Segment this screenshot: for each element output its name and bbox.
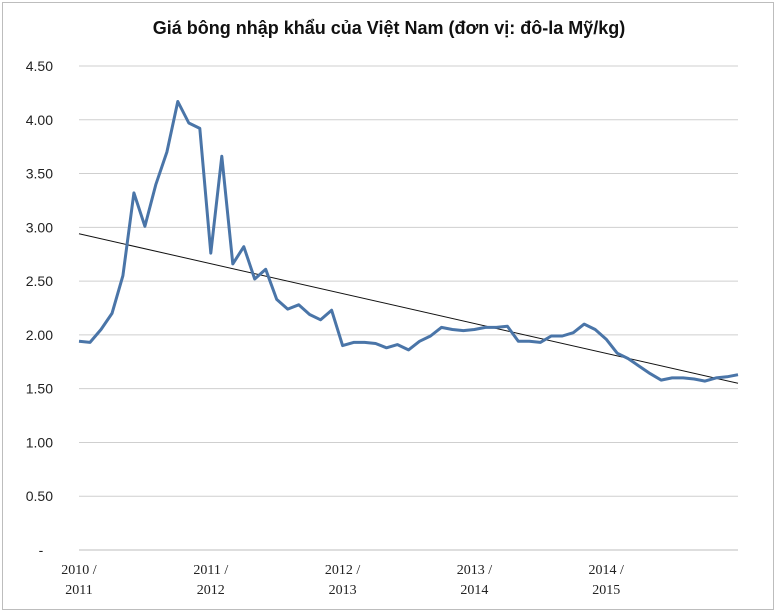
y-axis-ticks: - 0.50 1.00 1.50 2.00 2.50 3.00 3.50 4.00 4.50 <box>26 58 53 558</box>
x-tick-label: 2012 <box>197 583 225 598</box>
price-series-line <box>78 100 739 383</box>
x-tick-label: 2010 / <box>61 563 97 578</box>
x-tick-label: 2013 / <box>457 563 493 578</box>
gridlines <box>79 65 738 497</box>
x-axis-ticks: 2010 / 2011 2011 / 2012 2012 / 2013 2013 / 2014… <box>61 563 624 598</box>
y-tick-label: 4.00 <box>26 112 53 128</box>
x-tick-label: 2014 <box>460 583 488 598</box>
chart-title: Giá bông nhập khẩu của Việt Nam (đơn vị:… <box>152 18 626 38</box>
x-tick-label: 2014 / <box>589 563 625 578</box>
x-tick-label: 2012 / <box>325 563 361 578</box>
y-tick-label: 4.50 <box>26 58 53 74</box>
y-tick-label: 3.50 <box>26 166 53 182</box>
y-tick-label: 1.50 <box>26 381 53 397</box>
x-tick-label: 2011 <box>65 583 92 598</box>
y-tick-label: 0.50 <box>26 488 53 504</box>
y-tick-label: 3.00 <box>26 219 53 235</box>
y-tick-label: 2.50 <box>26 273 53 289</box>
x-tick-label: 2013 <box>329 583 357 598</box>
y-tick-label: 2.00 <box>26 327 53 343</box>
trend-line <box>78 233 739 384</box>
x-tick-label: 2011 / <box>193 563 228 578</box>
y-tick-label: 1.00 <box>26 434 53 450</box>
x-tick-label: 2015 <box>592 583 620 598</box>
y-tick-label: - <box>39 542 44 558</box>
